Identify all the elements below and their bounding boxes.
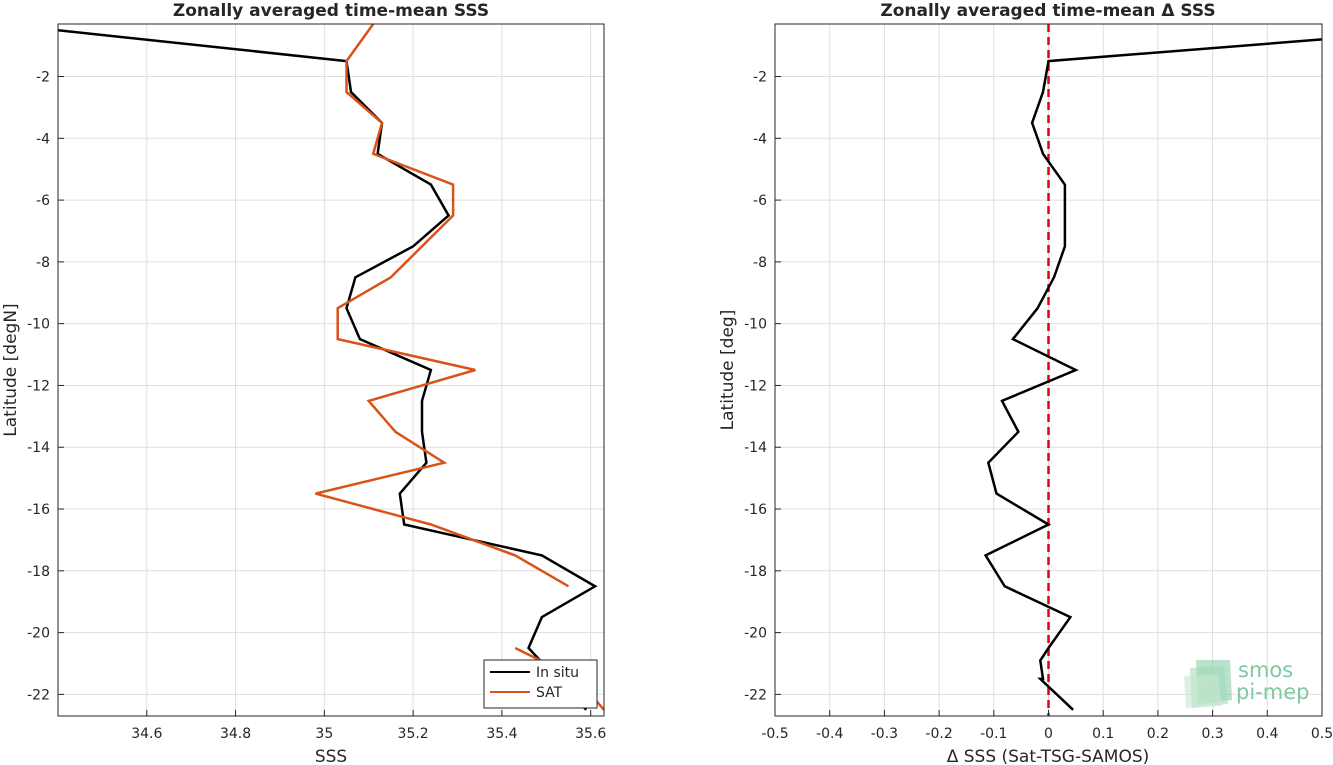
y-ticks-right: -2 -4 -6 -8 -10 -12 -14 -16 -18 -20 -22 [744, 70, 781, 703]
x-tick-label: -0.5 [761, 726, 788, 742]
y-tick-label: -14 [27, 440, 50, 456]
y-tick-label: -6 [753, 193, 767, 209]
y-tick-label: -4 [36, 131, 50, 147]
y-tick-label: -12 [27, 378, 50, 394]
y-tick-label: -16 [27, 502, 50, 518]
y-tick-label: -12 [744, 378, 767, 394]
y-tick-label: -10 [27, 317, 50, 333]
logo-line-1: smos [1238, 658, 1293, 682]
x-tick-label: 35.4 [486, 726, 517, 742]
y-tick-label: -18 [744, 564, 767, 580]
x-tick-label: -0.3 [871, 726, 898, 742]
y-axis-label-right: Latitude [deg] [718, 310, 738, 431]
y-tick-label: -8 [36, 255, 50, 271]
logo-waves-icon [1184, 660, 1232, 708]
y-tick-label: -18 [27, 564, 50, 580]
x-tick-label: 0.1 [1092, 726, 1114, 742]
y-ticks-left: -2 -4 -6 -8 -10 -12 -14 -16 -18 -20 -22 [27, 70, 64, 703]
x-tick-label: -0.2 [925, 726, 952, 742]
x-tick-label: 34.8 [220, 726, 251, 742]
axes-frame-left [57, 23, 605, 717]
x-tick-label: 0.5 [1311, 726, 1333, 742]
x-axis-label-left: SSS [315, 747, 347, 765]
x-tick-label: 35 [315, 726, 333, 742]
x-tick-label: 0.3 [1201, 726, 1223, 742]
y-tick-label: -4 [753, 131, 767, 147]
chart-title-right: Zonally averaged time-mean Δ SSS [880, 1, 1215, 21]
y-tick-label: -10 [744, 317, 767, 333]
sat-series-line [315, 23, 570, 588]
y-tick-label: -6 [36, 193, 50, 209]
x-tick-label: 0.2 [1147, 726, 1169, 742]
panel-right: -0.5 -0.4 -0.3 -0.2 -0.1 0 0.1 0.2 0.3 0.4 0.5 -2-… [718, 1, 1333, 765]
y-tick-label: -22 [744, 687, 767, 703]
legend-box [483, 659, 598, 709]
in-situ-series-line [57, 28, 598, 711]
y-tick-label: -2 [753, 70, 767, 86]
legend-label-sat: SAT [536, 685, 563, 701]
y-axis-label-left: Latitude [degN] [1, 303, 21, 436]
plot-area-left [58, 24, 604, 716]
x-ticks-left: 34.6 34.8 35 35.2 35.4 35.6 [131, 710, 606, 742]
grid-left [58, 24, 604, 716]
y-tick-label: -20 [27, 626, 50, 642]
y-tick-label: -22 [27, 687, 50, 703]
y-tick-label: -8 [753, 255, 767, 271]
x-tick-label: 35.6 [575, 726, 606, 742]
x-tick-label: 35.2 [398, 726, 429, 742]
x-tick-label: -0.4 [816, 726, 843, 742]
y-tick-label: -14 [744, 440, 767, 456]
y-tick-label: -2 [36, 70, 50, 86]
smos-pi-mep-logo: smos pi-mep [1184, 658, 1309, 708]
legend-label-in-situ: In situ [536, 665, 579, 681]
x-ticks-right: -0.5 -0.4 -0.3 -0.2 -0.1 0 0.1 0.2 0.3 0.4 0.5 [761, 710, 1333, 742]
logo-line-2: pi-mep [1236, 680, 1309, 704]
x-tick-label: -0.1 [980, 726, 1007, 742]
panel-left: 34.6 34.8 35 35.2 35.4 35.6 -2 -4 -6 -8 -10 -12 -14… [1, 1, 606, 765]
y-tick-label: -20 [744, 626, 767, 642]
x-tick-label: 34.6 [131, 726, 162, 742]
chart-title-left: Zonally averaged time-mean SSS [173, 1, 489, 21]
x-tick-label: 0 [1044, 726, 1053, 742]
x-axis-label-right: Δ SSS (Sat-TSG-SAMOS) [947, 747, 1150, 765]
x-tick-label: 0.4 [1256, 726, 1278, 742]
series-group-right [983, 38, 1323, 711]
delta-sss-series-line [983, 38, 1323, 711]
legend: In situ SAT [483, 659, 598, 709]
y-tick-label: -16 [744, 502, 767, 518]
